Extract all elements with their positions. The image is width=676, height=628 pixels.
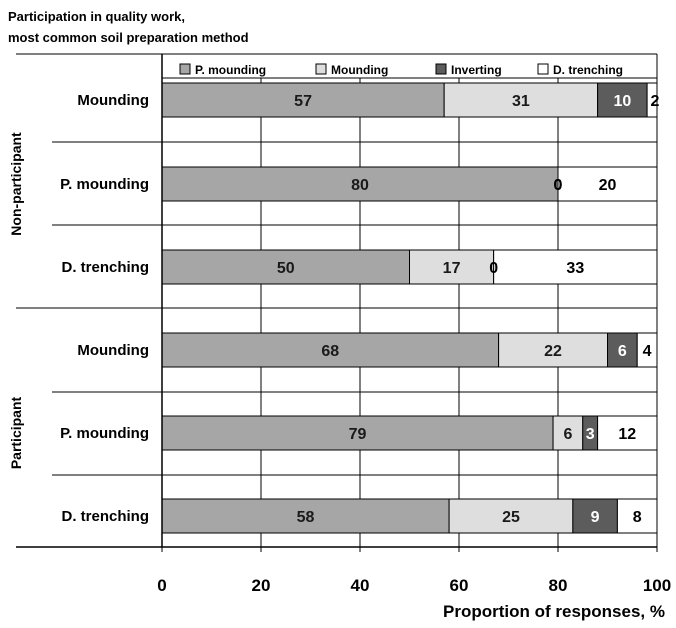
category-label: Mounding — [77, 92, 149, 109]
chart-title-line-1: Participation in quality work, — [8, 9, 185, 24]
data-label: 68 — [321, 343, 339, 360]
bar-segment — [161, 166, 559, 202]
legend-label: Inverting — [451, 63, 502, 77]
data-label: 3 — [586, 426, 595, 443]
x-tick-label-60: 60 — [450, 576, 469, 595]
x-tick-label-40: 40 — [351, 576, 370, 595]
data-label: 0 — [489, 260, 498, 277]
data-label: 80 — [351, 177, 369, 194]
bar-segment — [409, 249, 495, 285]
x-tick-labels: 0 20 40 60 80 100 — [157, 547, 671, 595]
data-label: 20 — [599, 177, 617, 194]
legend-label: Mounding — [331, 63, 388, 77]
data-label: 0 — [554, 177, 563, 194]
legend-label: D. trenching — [553, 63, 623, 77]
bar-segment — [448, 498, 574, 534]
data-label: 6 — [618, 343, 627, 360]
grid-lines — [16, 53, 658, 547]
legend-swatch — [537, 63, 549, 75]
data-label: 31 — [512, 93, 530, 110]
bar-segment — [572, 498, 618, 534]
bar-segment — [161, 415, 554, 451]
legend-swatch — [435, 63, 447, 75]
data-label: 8 — [633, 509, 642, 526]
data-label: 17 — [443, 260, 461, 277]
category-labels: Mounding P. mounding D. trenching Mounding P… — [60, 92, 149, 525]
bar-segment — [443, 82, 599, 118]
data-label: 25 — [502, 509, 520, 526]
category-label: P. mounding — [60, 176, 149, 193]
data-label: 9 — [591, 509, 600, 526]
legend: P. mounding Mounding Inverting D. trenching — [179, 63, 623, 77]
bar-segment — [597, 415, 658, 451]
x-axis-title: Proportion of responses, % — [443, 602, 665, 621]
data-label: 50 — [277, 260, 295, 277]
bar-segment — [552, 415, 584, 451]
bar-segment — [557, 166, 658, 202]
bar-segment — [161, 332, 500, 368]
group-labels: Non-participant Participant — [8, 132, 24, 469]
category-label: Mounding — [77, 342, 149, 359]
bar-segment — [607, 332, 638, 368]
data-label: 33 — [566, 260, 584, 277]
x-tick-label-100: 100 — [643, 576, 671, 595]
category-label: D. trenching — [61, 508, 149, 525]
data-label: 22 — [544, 343, 562, 360]
data-label: 57 — [294, 93, 312, 110]
x-tick-label-20: 20 — [252, 576, 271, 595]
axes — [16, 54, 658, 548]
data-label: 2 — [651, 93, 660, 110]
x-tick-label-80: 80 — [549, 576, 568, 595]
legend-label: P. mounding — [195, 63, 266, 77]
data-label: 0 — [554, 177, 563, 194]
bars — [161, 82, 658, 534]
bar-segment — [597, 82, 648, 118]
group-label: Non-participant — [8, 132, 24, 236]
bar-segment — [616, 498, 658, 534]
data-label: 79 — [349, 426, 367, 443]
data-label: 12 — [618, 426, 636, 443]
chart-title-line-2: most common soil preparation method — [8, 30, 249, 45]
category-label: D. trenching — [61, 259, 149, 276]
data-label: 58 — [297, 509, 315, 526]
x-tick-label-0: 0 — [157, 576, 166, 595]
data-label: 4 — [643, 343, 652, 360]
category-label: P. mounding — [60, 425, 149, 442]
data-label: 6 — [563, 426, 572, 443]
bar-segment — [161, 82, 445, 118]
data-label: 10 — [613, 93, 631, 110]
group-label: Participant — [8, 396, 24, 469]
legend-swatch — [315, 63, 327, 75]
legend-swatch — [179, 63, 191, 75]
